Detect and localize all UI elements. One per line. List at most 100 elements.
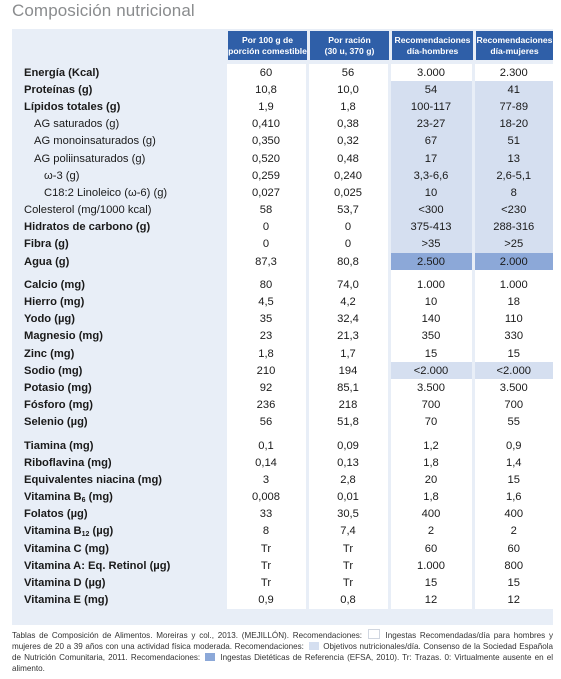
nutrient-label: Vitamina B6 (mg): [12, 488, 227, 506]
header-rec-women: Recomendaciones día-mujeres: [476, 31, 553, 60]
value-per-100g: 0: [225, 218, 309, 236]
nutrient-name: Equivalentes niacina (mg): [24, 473, 163, 486]
nutrient-name: Vitamina E (mg): [24, 594, 109, 607]
value-per-serving: 0,48: [307, 149, 391, 168]
header-per-serving-line2: (30 u, 370 g): [324, 45, 375, 56]
value-per-serving: 0,01: [307, 488, 391, 506]
nutrient-label: Magnesio (mg): [12, 327, 227, 345]
rec-men: 60: [389, 540, 475, 558]
value-per-serving: Tr: [307, 557, 391, 575]
value-per-100g: 92: [225, 379, 309, 397]
separator-cell: [307, 430, 391, 437]
nutrient-name: Potasio (mg): [24, 381, 92, 394]
value-per-serving: 0: [307, 218, 391, 236]
nutrient-label: Riboflavina (mg): [12, 454, 227, 472]
nutrient-label: AG monoinsaturados (g): [12, 132, 227, 150]
value-per-serving: 0,38: [307, 115, 391, 133]
nutrient-label: Vitamina A: Eq. Retinol (µg): [12, 557, 227, 575]
rec-men: <300: [389, 201, 475, 219]
nutrient-label: ω-3 (g): [12, 167, 227, 185]
table-row: Hidratos de carbono (g) 0 0 375-413 288-316: [12, 218, 553, 236]
value-per-100g: 0,9: [225, 591, 309, 609]
separator-cell: [225, 270, 309, 277]
rec-men: 70: [389, 413, 475, 431]
value-per-serving: 218: [307, 396, 391, 414]
nutrient-name: Yodo (µg): [24, 313, 75, 326]
rec-men: 3.500: [389, 379, 475, 397]
rec-women: 41: [473, 81, 553, 99]
table-row: Vitamina A: Eq. Retinol (µg) Tr Tr 1.000 800: [12, 557, 553, 575]
nutrient-label: Energía (Kcal): [12, 64, 227, 82]
nutrient-subscript: 6: [81, 496, 86, 504]
nutrient-name: AG saturados (g): [34, 118, 120, 131]
rec-men: 1,8: [389, 488, 475, 506]
value-per-serving: 2,8: [307, 471, 391, 489]
nutrient-name: AG poliinsaturados (g): [34, 152, 146, 165]
nutrient-label: Yodo (µg): [12, 310, 227, 328]
value-per-100g: 210: [225, 362, 309, 380]
ingestas-recomendadas-swatch: [367, 629, 380, 639]
table-row: Colesterol (mg/1000 kcal) 58 53,7 <300 <230: [12, 201, 553, 219]
value-per-serving: 32,4: [307, 310, 391, 328]
nutrient-label: Vitamina B12 (µg): [12, 522, 227, 541]
nutrient-label: C18:2 Linoleico (ω-6) (g): [12, 184, 227, 202]
value-per-100g: 0,259: [225, 167, 309, 185]
rec-women: >25: [473, 235, 553, 254]
value-per-serving: 194: [307, 362, 391, 380]
nutrient-subscript: 12: [81, 530, 90, 538]
value-per-serving: 85,1: [307, 379, 391, 397]
rec-women: 1.000: [473, 276, 553, 294]
table-row: Proteínas (g) 10,8 10,0 54 41: [12, 81, 553, 99]
nutrient-label: Fibra (g): [12, 235, 227, 254]
rec-men: 1,8: [389, 454, 475, 472]
nutrient-label: AG saturados (g): [12, 115, 227, 133]
nutrient-name: Colesterol (mg/1000 kcal): [24, 204, 152, 217]
table-row: AG monoinsaturados (g) 0,350 0,32 67 51: [12, 132, 553, 150]
rec-women: 60: [473, 540, 553, 558]
table-row: Vitamina D (µg) Tr Tr 15 15: [12, 574, 553, 592]
value-per-serving: 30,5: [307, 505, 391, 523]
separator-cell: [473, 430, 553, 437]
nutrient-label: Selenio (µg): [12, 413, 227, 431]
value-per-100g: 1,9: [225, 98, 309, 116]
table-row: Agua (g) 87,3 80,8 2.500 2.000: [12, 253, 553, 271]
rec-men: 15: [389, 574, 475, 592]
value-per-100g: 0,14: [225, 454, 309, 472]
nutrient-label: Folatos (µg): [12, 505, 227, 523]
value-per-100g: 0,008: [225, 488, 309, 506]
nutrient-name: Fósforo (mg): [24, 399, 93, 412]
nutrient-name: ω-3 (g): [44, 169, 80, 182]
rec-women: 2.300: [473, 64, 553, 82]
rec-women: 51: [473, 132, 553, 150]
header-rec-men-line1: Recomendaciones: [394, 34, 471, 45]
table-row: Energía (Kcal) 60 56 3.000 2.300: [12, 64, 553, 82]
header-rec-men: Recomendaciones día-hombres: [392, 31, 473, 60]
nutrient-unit: (µg): [89, 524, 114, 537]
table-row: Calcio (mg) 80 74,0 1.000 1.000: [12, 276, 553, 294]
table-row: Zinc (mg) 1,8 1,7 15 15: [12, 345, 553, 363]
nutrient-name: Vitamina C (mg): [24, 542, 109, 555]
value-per-serving: 1,7: [307, 345, 391, 363]
nutrient-name: Selenio (µg): [24, 416, 88, 429]
rec-men: 12: [389, 591, 475, 609]
nutrition-table-body: Energía (Kcal) 60 56 3.000 2.300 Proteínas (g…: [12, 64, 553, 609]
nutrient-label: Sodio (mg): [12, 362, 227, 380]
nutrient-name: Tiamina (mg): [24, 439, 94, 452]
nutrient-label: Vitamina E (mg): [12, 591, 227, 609]
rec-women: 330: [473, 327, 553, 345]
rec-women: 1,6: [473, 488, 553, 506]
rec-men: >35: [389, 235, 475, 254]
nutrient-name: Vitamina A: Eq. Retinol (µg): [24, 559, 171, 572]
value-per-serving: 0,240: [307, 167, 391, 185]
rec-women: 15: [473, 471, 553, 489]
table-row: Riboflavina (mg) 0,14 0,13 1,8 1,4: [12, 454, 553, 472]
nutrient-label: Tiamina (mg): [12, 436, 227, 455]
table-row: AG poliinsaturados (g) 0,520 0,48 17 13: [12, 149, 553, 168]
separator-cell: [307, 270, 391, 277]
header-rec-men-line2: día-hombres: [406, 45, 459, 56]
rec-women: 110: [473, 310, 553, 328]
value-per-100g: 87,3: [225, 253, 309, 271]
value-per-100g: 0,027: [225, 184, 309, 202]
rec-men: 20: [389, 471, 475, 489]
table-row: Selenio (µg) 56 51,8 70 55: [12, 413, 553, 431]
